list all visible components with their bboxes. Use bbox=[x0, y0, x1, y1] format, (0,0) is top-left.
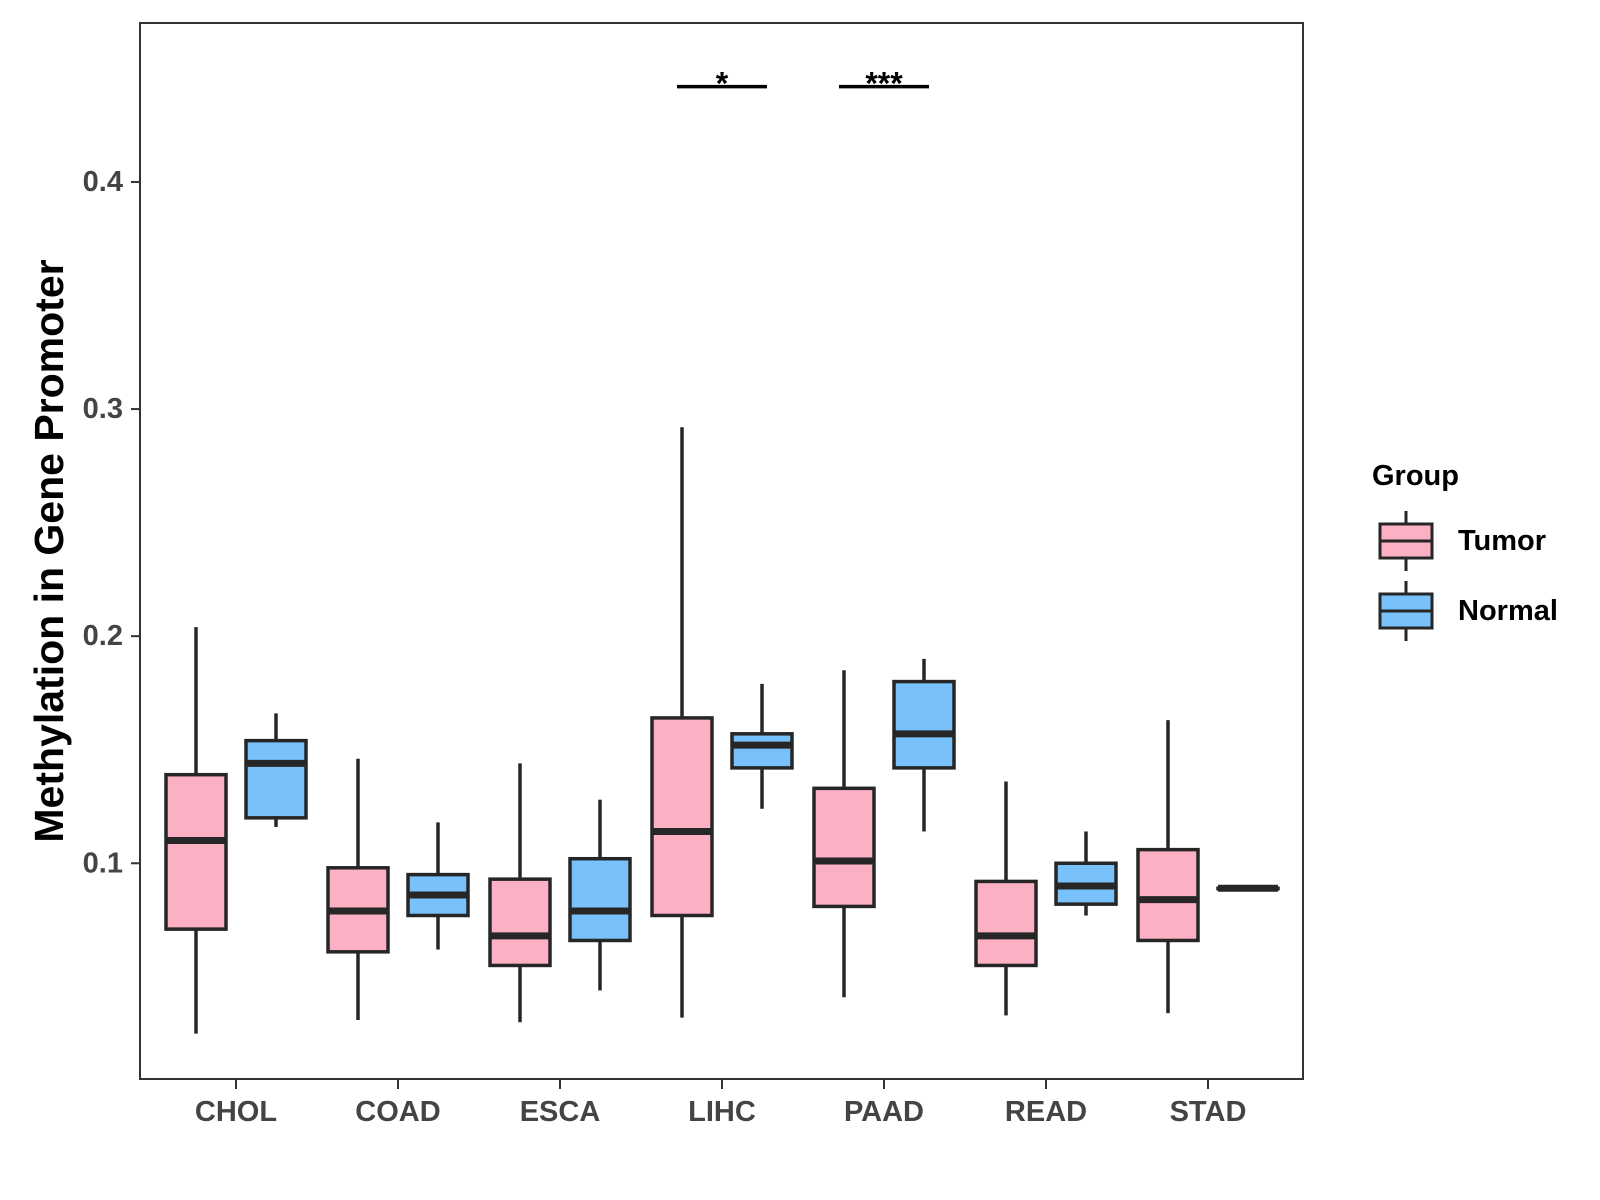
x-tick-label: READ bbox=[1005, 1096, 1087, 1128]
x-tick-label: PAAD bbox=[844, 1096, 924, 1128]
legend: Tumor Normal bbox=[1378, 511, 1558, 641]
box-iqr bbox=[164, 772, 228, 931]
x-tick-label: STAD bbox=[1170, 1096, 1247, 1128]
box-iqr bbox=[244, 738, 308, 820]
x-tick-label: ESCA bbox=[520, 1096, 601, 1128]
box-iqr bbox=[568, 856, 632, 943]
y-axis-label: Methylation in Gene Promoter bbox=[26, 259, 72, 842]
legend-label: Normal bbox=[1458, 595, 1558, 627]
box-tumor-esca bbox=[488, 763, 552, 1023]
box-iqr bbox=[892, 679, 956, 770]
y-tick-label: 0.4 bbox=[83, 166, 123, 198]
box-tumor-lihc bbox=[650, 427, 714, 1018]
y-tick-label: 0.3 bbox=[83, 393, 123, 425]
legend-title: Group bbox=[1372, 460, 1459, 492]
y-tick-label: 0.2 bbox=[83, 620, 123, 652]
x-tick-label: COAD bbox=[355, 1096, 440, 1128]
x-tick-label: CHOL bbox=[195, 1096, 277, 1128]
significance-label: *** bbox=[865, 66, 903, 102]
box-normal-stad bbox=[1216, 884, 1280, 892]
box-iqr bbox=[974, 879, 1038, 968]
significance-label: * bbox=[716, 66, 729, 102]
x-tick-label: LIHC bbox=[688, 1096, 756, 1128]
box-normal-chol bbox=[244, 713, 308, 827]
plot-panel bbox=[139, 22, 1304, 1080]
box-normal-coad bbox=[406, 822, 470, 950]
box-iqr bbox=[730, 732, 794, 770]
box-iqr bbox=[1136, 847, 1200, 943]
legend-label: Tumor bbox=[1458, 525, 1546, 557]
y-tick-label: 0.1 bbox=[83, 847, 123, 879]
box-iqr bbox=[812, 786, 876, 909]
box-normal-esca bbox=[568, 799, 632, 991]
box-normal-paad bbox=[892, 658, 956, 832]
box-tumor-chol bbox=[164, 627, 228, 1034]
legend-item-normal: Normal bbox=[1378, 581, 1558, 641]
legend-item-tumor: Tumor bbox=[1378, 511, 1546, 571]
box-iqr bbox=[488, 877, 552, 968]
box-tumor-paad bbox=[812, 670, 876, 998]
box-tumor-read bbox=[974, 781, 1038, 1016]
box-tumor-coad bbox=[326, 758, 390, 1020]
box-tumor-stad bbox=[1136, 720, 1200, 1014]
box-normal-lihc bbox=[730, 683, 794, 809]
box-iqr bbox=[650, 716, 714, 918]
box-normal-read bbox=[1054, 831, 1118, 916]
